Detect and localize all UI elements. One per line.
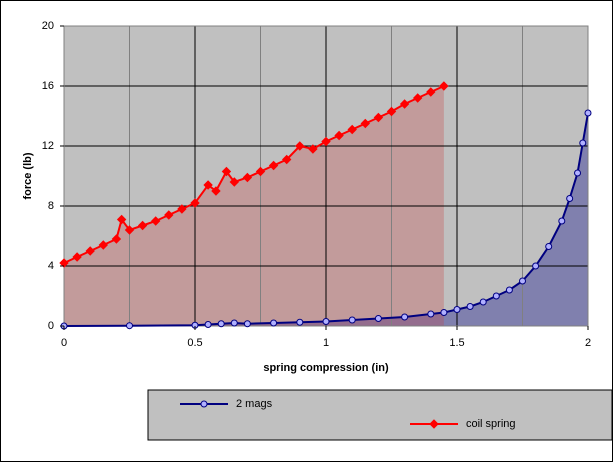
data-point — [98, 240, 109, 250]
data-point — [545, 243, 553, 250]
y-tick-label: 8 — [48, 200, 54, 212]
data-point — [401, 313, 409, 321]
data-point — [217, 320, 225, 328]
data-point — [466, 303, 474, 310]
data-point — [426, 87, 436, 97]
legend-label: 2 mags — [236, 398, 273, 410]
data-point — [85, 246, 95, 256]
data-point — [203, 180, 213, 190]
data-point — [412, 93, 423, 103]
data-point — [321, 136, 331, 147]
data-point — [584, 109, 592, 117]
data-point — [177, 204, 187, 214]
data-point — [492, 292, 500, 300]
data-point — [268, 160, 279, 171]
data-point — [255, 166, 266, 177]
data-point — [308, 144, 318, 154]
data-point — [270, 319, 278, 327]
data-point — [566, 195, 574, 202]
area — [64, 113, 588, 326]
data-point — [334, 130, 344, 141]
data-point — [348, 316, 356, 324]
y-axis-title: force (lb) — [22, 152, 34, 199]
data-point — [164, 210, 174, 220]
data-point — [124, 225, 135, 235]
y-tick-label: 20 — [42, 20, 54, 32]
data-point — [532, 262, 540, 270]
data-point — [229, 177, 240, 187]
data-point — [190, 198, 200, 208]
data-point — [126, 322, 133, 330]
data-point — [360, 118, 371, 129]
data-point — [453, 306, 461, 313]
legend-marker — [200, 400, 208, 408]
series-line — [63, 112, 589, 327]
data-point — [137, 220, 148, 231]
x-tick-label: 2 — [585, 337, 591, 349]
x-axis-title: spring compression (in) — [263, 362, 389, 374]
data-point — [574, 169, 582, 177]
data-point — [373, 112, 384, 123]
data-point — [579, 139, 587, 147]
data-point — [399, 99, 410, 109]
data-point — [374, 315, 382, 322]
legend — [147, 389, 613, 441]
data-point — [281, 154, 292, 165]
data-point — [111, 234, 122, 244]
data-point — [72, 252, 82, 262]
data-point — [150, 216, 161, 226]
x-tick-label: 0.5 — [187, 337, 202, 349]
data-point — [243, 320, 251, 328]
y-tick-label: 4 — [48, 260, 54, 272]
y-tick-label: 0 — [48, 320, 54, 332]
data-point — [116, 214, 127, 225]
data-point — [230, 319, 238, 327]
x-tick-label: 1.5 — [449, 337, 464, 349]
data-point — [296, 318, 304, 326]
data-point — [440, 309, 448, 316]
data-point — [427, 310, 435, 318]
x-tick-label: 1 — [323, 337, 329, 349]
y-tick-label: 16 — [42, 80, 54, 92]
data-point — [59, 258, 69, 268]
data-point — [386, 106, 397, 117]
data-point — [439, 81, 449, 91]
legend-label: coil spring — [466, 418, 516, 430]
data-point — [242, 172, 253, 183]
data-point — [295, 141, 305, 151]
data-point — [519, 277, 526, 285]
data-point — [558, 217, 566, 225]
data-point — [505, 286, 513, 294]
legend-marker — [429, 419, 439, 429]
y-tick-label: 12 — [42, 140, 54, 152]
data-point — [211, 186, 221, 196]
data-point — [204, 321, 212, 328]
data-point — [479, 298, 487, 306]
data-point — [347, 124, 357, 135]
data-point — [322, 318, 330, 325]
x-tick-label: 0 — [61, 337, 67, 349]
data-point — [221, 166, 232, 177]
plot-area — [59, 25, 592, 330]
